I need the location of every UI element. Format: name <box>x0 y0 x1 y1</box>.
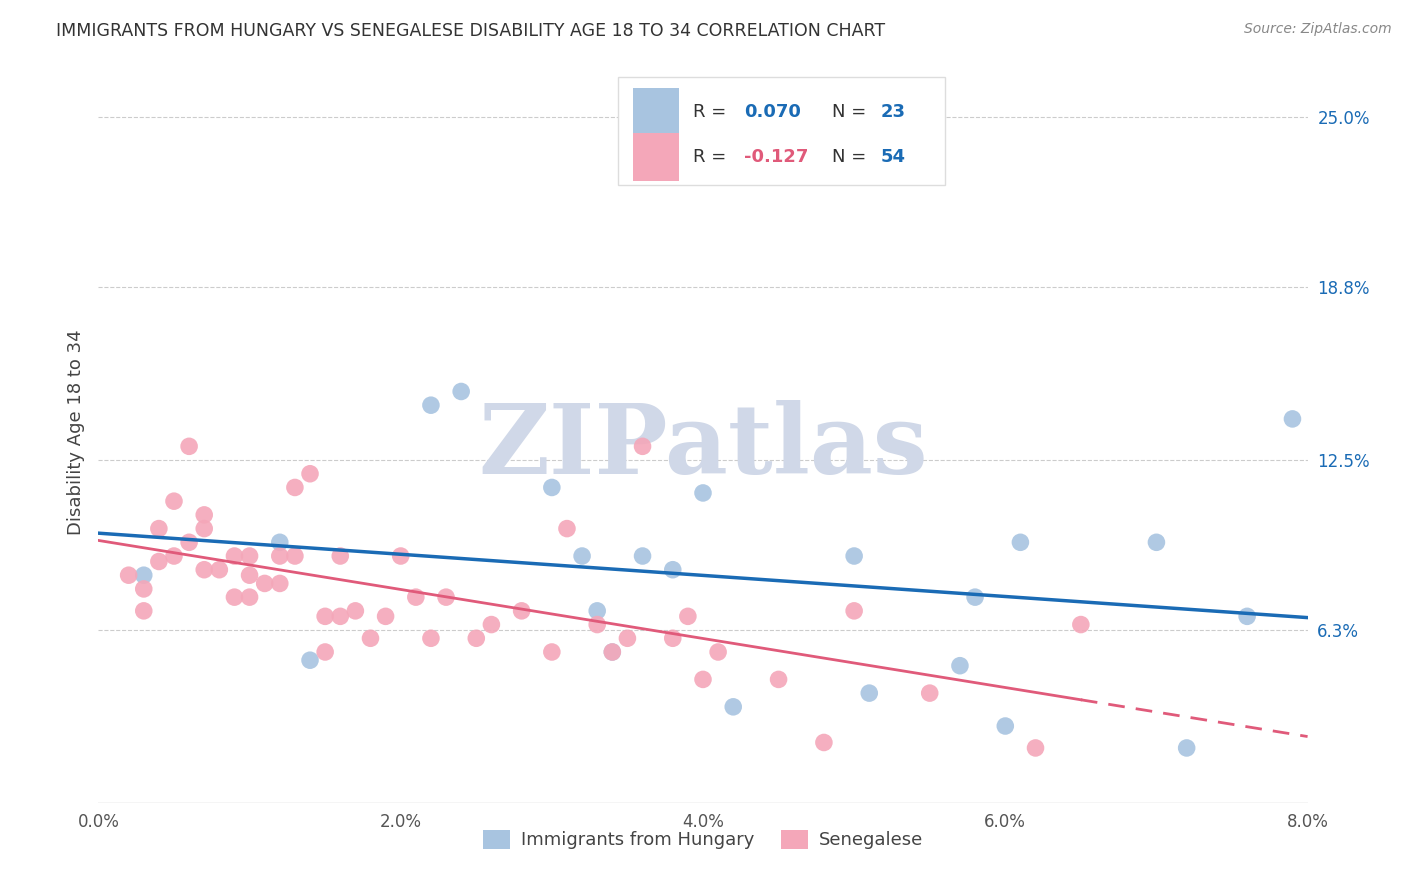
Point <box>269 535 291 549</box>
Point <box>1175 741 1198 756</box>
Point <box>1025 741 1047 756</box>
Point <box>1070 617 1092 632</box>
Point <box>994 719 1017 733</box>
Point <box>284 480 307 494</box>
Point <box>329 609 352 624</box>
Point <box>314 645 336 659</box>
Point <box>208 563 231 577</box>
Point <box>465 632 488 646</box>
Point <box>239 590 262 604</box>
Point <box>132 568 155 582</box>
Point <box>813 735 835 749</box>
Point <box>616 632 638 646</box>
Point <box>193 563 215 577</box>
Point <box>723 699 745 714</box>
Point <box>676 609 699 624</box>
Point <box>661 632 683 646</box>
Point <box>163 549 186 563</box>
Point <box>918 686 941 700</box>
Point <box>631 549 654 563</box>
Legend: Immigrants from Hungary, Senegalese: Immigrants from Hungary, Senegalese <box>475 823 931 856</box>
Text: 54: 54 <box>880 148 905 166</box>
Point <box>481 617 503 632</box>
Point <box>450 384 472 399</box>
Point <box>1146 535 1168 549</box>
Text: ZIPatlas: ZIPatlas <box>478 401 928 494</box>
Point <box>132 582 155 596</box>
Point <box>965 590 987 604</box>
Text: IMMIGRANTS FROM HUNGARY VS SENEGALESE DISABILITY AGE 18 TO 34 CORRELATION CHART: IMMIGRANTS FROM HUNGARY VS SENEGALESE DI… <box>56 22 886 40</box>
Point <box>239 549 262 563</box>
Text: N =: N = <box>832 103 872 121</box>
Point <box>179 535 201 549</box>
Point <box>360 632 382 646</box>
Point <box>510 604 533 618</box>
Text: R =: R = <box>693 148 733 166</box>
Point <box>540 645 562 659</box>
Point <box>193 522 215 536</box>
Point <box>299 467 322 481</box>
Point <box>555 522 578 536</box>
Point <box>253 576 276 591</box>
Point <box>1010 535 1032 549</box>
Point <box>768 673 790 687</box>
Point <box>586 604 609 618</box>
Point <box>389 549 412 563</box>
Point <box>239 568 262 582</box>
Point <box>858 686 880 700</box>
Point <box>540 480 562 494</box>
Point <box>269 549 291 563</box>
Point <box>631 439 654 453</box>
Point <box>193 508 215 522</box>
Point <box>284 549 307 563</box>
Point <box>1236 609 1258 624</box>
Point <box>420 398 443 412</box>
Point <box>571 549 593 563</box>
Point <box>434 590 457 604</box>
Bar <box>633 88 679 136</box>
Point <box>344 604 367 618</box>
Point <box>374 609 396 624</box>
Point <box>844 549 866 563</box>
Point <box>148 554 170 568</box>
Point <box>586 617 609 632</box>
Point <box>405 590 427 604</box>
FancyBboxPatch shape <box>619 78 945 185</box>
Point <box>420 632 443 646</box>
Point <box>179 439 201 453</box>
Text: 23: 23 <box>880 103 905 121</box>
Point <box>224 590 246 604</box>
Point <box>661 563 683 577</box>
Point <box>148 522 170 536</box>
Point <box>692 673 714 687</box>
Text: R =: R = <box>693 103 733 121</box>
Point <box>692 486 714 500</box>
Point <box>132 604 155 618</box>
Point <box>602 645 624 659</box>
Y-axis label: Disability Age 18 to 34: Disability Age 18 to 34 <box>66 330 84 535</box>
Point <box>1281 412 1303 426</box>
Point <box>163 494 186 508</box>
Point <box>299 653 322 667</box>
Text: N =: N = <box>832 148 872 166</box>
Point <box>329 549 352 563</box>
Point <box>844 604 866 618</box>
Point <box>602 645 624 659</box>
Text: -0.127: -0.127 <box>744 148 808 166</box>
Point <box>118 568 141 582</box>
Point <box>269 576 291 591</box>
Point <box>707 645 730 659</box>
Bar <box>633 133 679 181</box>
Point <box>224 549 246 563</box>
Text: Source: ZipAtlas.com: Source: ZipAtlas.com <box>1244 22 1392 37</box>
Point <box>314 609 336 624</box>
Point <box>949 658 972 673</box>
Text: 0.070: 0.070 <box>744 103 801 121</box>
